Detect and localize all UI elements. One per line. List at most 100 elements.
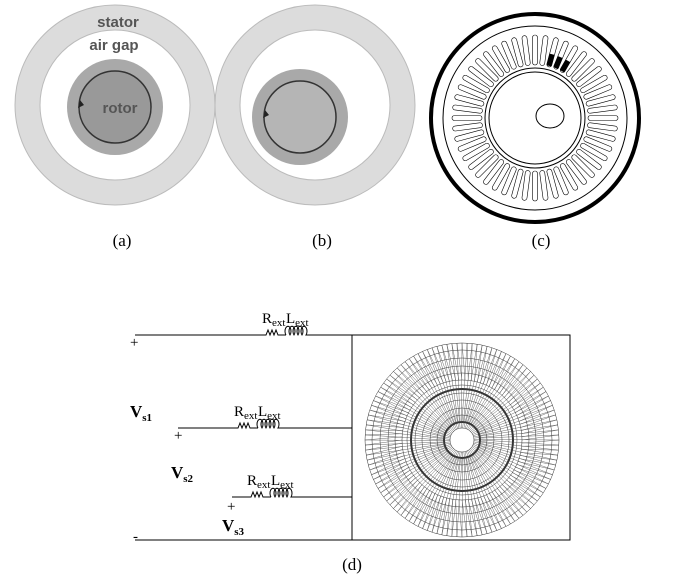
inductor-label: Lext [286, 311, 309, 329]
stator-label: stator [97, 14, 139, 31]
sub: ext [244, 410, 257, 422]
caption: (b) [312, 231, 332, 250]
mesh-ring [430, 408, 494, 472]
mesh-edge [481, 497, 497, 530]
mesh-edge [442, 452, 460, 535]
mesh-edge [384, 448, 453, 497]
mesh-ring [407, 385, 517, 495]
sub: s2 [183, 473, 193, 485]
sub: s3 [234, 526, 244, 538]
mesh-edge [462, 452, 463, 537]
inductor [257, 419, 317, 428]
base: L [286, 311, 295, 327]
mesh-edge [365, 434, 402, 435]
base: L [258, 404, 267, 420]
slot [533, 35, 538, 65]
mesh-ring [422, 400, 502, 480]
mesh-edge [464, 345, 482, 428]
mesh-ring [411, 389, 513, 491]
rotor-arrow [264, 81, 336, 153]
mesh-edge [497, 489, 523, 516]
resistor [232, 423, 258, 428]
base: R [247, 473, 257, 489]
sub: ext [267, 410, 280, 422]
mesh-edge [393, 480, 417, 508]
base: L [271, 473, 280, 489]
caption: (d) [342, 555, 362, 574]
slot [452, 116, 482, 121]
inductor [270, 488, 330, 497]
mesh-edge [474, 439, 559, 440]
inductor-label: Lext [271, 473, 294, 491]
mesh-edge [519, 405, 552, 421]
mesh-edge [387, 475, 414, 501]
sub: ext [257, 479, 270, 491]
mesh-edge [474, 344, 477, 381]
mesh-edge [522, 440, 559, 443]
caption: (a) [113, 231, 132, 250]
mesh-edge [521, 452, 558, 455]
mesh-ring [402, 380, 522, 500]
mesh-edge [390, 478, 415, 505]
resistor-label: Rext [262, 311, 285, 329]
resistor-label: Rext [234, 404, 257, 422]
base: V [222, 516, 235, 535]
mesh [365, 343, 559, 537]
inductor [285, 326, 345, 335]
mesh-edge [511, 379, 538, 405]
panel-c: (c) [431, 14, 639, 250]
mesh-frame [352, 335, 570, 540]
source-label: Vs1 [130, 402, 152, 424]
mesh-edge [507, 371, 531, 399]
inductor-label: Lext [258, 404, 281, 422]
slot [533, 171, 538, 201]
plus: + [130, 335, 138, 351]
mesh-edge [462, 343, 465, 380]
sub: ext [272, 317, 285, 329]
mesh-edge [401, 365, 450, 427]
figure: stator air gap rotor (a) (b) (c) RextLex… [0, 0, 684, 585]
resistor [245, 492, 271, 497]
mesh-edge [459, 500, 462, 537]
mesh-edge [387, 452, 449, 501]
mesh-edge [474, 453, 523, 515]
mesh-edge [427, 349, 443, 382]
panel-b: (b) [215, 5, 415, 250]
mesh-edge [447, 458, 460, 536]
source-label: Vs3 [222, 516, 245, 538]
mesh-edge [365, 440, 450, 441]
panel-d: RextLextRextLextRextLext + + + - Vs1 Vs2… [130, 311, 570, 574]
components: RextLextRextLextRextLext [232, 311, 345, 497]
mesh-edge [467, 343, 468, 380]
mesh-edge [500, 487, 527, 512]
plus: + [227, 499, 235, 515]
mesh-edge [470, 449, 519, 518]
resistor [260, 330, 286, 335]
wires [135, 335, 352, 540]
source-label: Vs2 [171, 463, 194, 485]
mesh-edge [480, 442, 558, 455]
mesh-edge [461, 343, 462, 428]
mesh-edge [502, 485, 530, 509]
mesh-edge [366, 425, 403, 428]
mesh-edge [447, 499, 450, 536]
mesh-edge [367, 420, 450, 438]
mesh-edge [366, 425, 444, 438]
mesh-edge [475, 379, 537, 428]
base: V [130, 402, 143, 421]
mesh-edge [393, 371, 421, 395]
mesh-edge [365, 437, 402, 440]
plus: + [174, 428, 182, 444]
mesh-ring [415, 393, 509, 487]
air-gap-label: air gap [89, 37, 138, 54]
caption: (c) [532, 231, 551, 250]
base: V [171, 463, 184, 482]
mesh-edge [471, 383, 540, 432]
resistor-label: Rext [247, 473, 270, 491]
mesh-edge [456, 500, 457, 537]
mesh-ring [444, 422, 480, 458]
mesh-edge [522, 445, 559, 446]
sub: ext [295, 317, 308, 329]
mesh-edge [464, 344, 477, 422]
base: R [234, 404, 244, 420]
